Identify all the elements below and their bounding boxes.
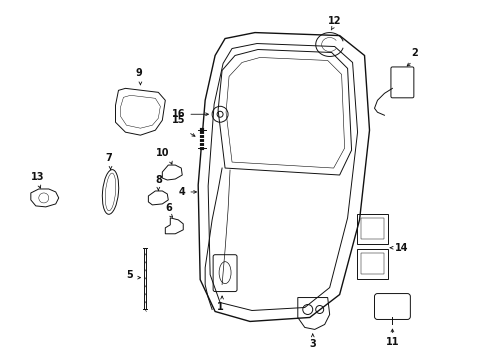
Text: 3: 3 (309, 339, 315, 350)
Text: 2: 2 (410, 49, 417, 58)
Text: 11: 11 (385, 337, 398, 347)
Text: 13: 13 (31, 172, 44, 182)
Text: 4: 4 (178, 187, 185, 197)
Text: 7: 7 (105, 153, 112, 163)
Text: 16: 16 (171, 109, 185, 119)
Text: 1: 1 (216, 302, 223, 311)
Text: 6: 6 (164, 203, 171, 213)
Text: 10: 10 (155, 148, 169, 158)
Text: 15: 15 (171, 115, 185, 125)
Text: 12: 12 (327, 15, 341, 26)
Text: 8: 8 (155, 175, 162, 185)
Text: 9: 9 (135, 68, 142, 78)
Text: 14: 14 (395, 243, 408, 253)
Text: 5: 5 (126, 270, 133, 280)
